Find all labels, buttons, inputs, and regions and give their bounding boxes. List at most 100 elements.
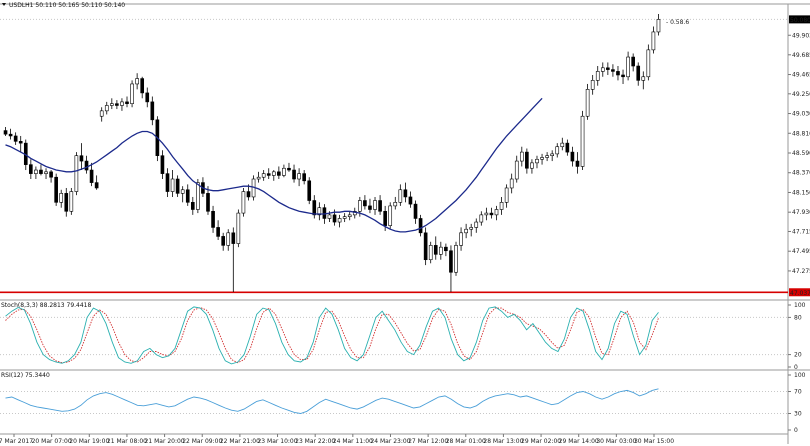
candle-body [18, 141, 23, 144]
candle [398, 184, 403, 206]
time-tick-label: 21 Mar 20:00 [145, 438, 185, 445]
price-tick-label: 47.715 [792, 228, 810, 235]
candle [312, 195, 317, 219]
last-price-label: 50.080 [790, 17, 810, 24]
osc-tick-label: 70 [794, 389, 802, 396]
time-tick-label: 30 Mar 03:00 [596, 438, 636, 445]
candle-body [398, 189, 403, 203]
candle [540, 153, 544, 165]
candle-body [565, 142, 570, 153]
candle-body [39, 169, 43, 174]
candle [317, 202, 322, 221]
candle [115, 100, 119, 110]
candle-body [54, 176, 58, 203]
candle-body [104, 105, 109, 112]
candle-body [140, 78, 145, 94]
candle-body [358, 200, 362, 212]
candle [216, 220, 220, 240]
candle [469, 223, 474, 237]
candle-body [246, 191, 251, 198]
candle [550, 150, 554, 162]
candle [560, 137, 565, 151]
candle [595, 66, 600, 86]
candle [94, 175, 99, 190]
osc-tick-label: 20 [794, 352, 802, 359]
candle-body [120, 101, 124, 106]
candle [271, 170, 276, 181]
candle [89, 162, 94, 187]
candle-body [494, 209, 499, 216]
candle-body [185, 189, 190, 203]
candle-body [221, 236, 225, 246]
candle-body [271, 171, 276, 176]
candle-body [373, 200, 377, 210]
candle [535, 155, 539, 169]
candle-body [378, 200, 382, 212]
candle-body [287, 167, 291, 171]
main-title-text: USDLH1 50.110 50.165 50.110 50.140 [9, 2, 125, 9]
candle-body [165, 173, 170, 192]
candle [297, 168, 301, 187]
candle-body [550, 153, 554, 156]
candle [190, 196, 195, 215]
time-tick-label: 27 Mar 12:00 [408, 438, 448, 445]
candle-body [64, 193, 69, 212]
candle-body [656, 19, 661, 33]
candle-body [79, 155, 84, 162]
candle [530, 159, 534, 174]
candle [393, 196, 398, 210]
moving-average-line [5, 97, 543, 233]
candle-body [509, 178, 514, 189]
candle-body [196, 182, 200, 210]
candle-body [616, 71, 620, 76]
candle [575, 152, 580, 174]
candle-body [606, 67, 610, 70]
candle-body [580, 115, 585, 167]
osc-tick-label: 80 [794, 314, 802, 321]
time-tick-label: 30 Mar 15:00 [634, 438, 674, 445]
candle-body [519, 151, 524, 162]
candle [150, 96, 155, 126]
candle [59, 189, 64, 208]
candle-body [190, 202, 195, 210]
candle-body [130, 83, 134, 104]
candle [125, 96, 129, 108]
candle [580, 110, 585, 171]
candle-body [307, 180, 312, 201]
candle-body [363, 200, 367, 207]
candle [444, 243, 448, 257]
candle [79, 143, 84, 171]
candle [363, 195, 367, 210]
price-tick-label: 49.685 [792, 52, 810, 59]
candle [418, 214, 423, 237]
candle-body [403, 189, 408, 198]
candle-body [540, 157, 544, 160]
candle-body [383, 210, 387, 226]
price-tick-label: 49.903 [792, 32, 810, 39]
candle-body [94, 182, 99, 189]
candle [423, 227, 428, 266]
candle [130, 80, 134, 108]
candle-body [600, 67, 605, 72]
candle-body [34, 169, 38, 174]
candle [509, 173, 514, 194]
time-tick-label: 21 Mar 08:00 [107, 438, 147, 445]
rsi-line [5, 388, 659, 414]
candle [368, 198, 372, 214]
candle [241, 187, 246, 217]
candle [64, 187, 69, 217]
candle [302, 170, 306, 185]
candle [504, 184, 509, 208]
candle-body [474, 221, 479, 228]
candle [226, 229, 231, 251]
candle [616, 66, 620, 81]
price-tick-label: 49.465 [792, 72, 810, 79]
candle-body [560, 142, 565, 148]
candle [378, 195, 382, 215]
candle-body [241, 191, 246, 214]
last-price-marker [789, 15, 810, 24]
candle-body [226, 232, 231, 246]
candle [74, 152, 79, 196]
